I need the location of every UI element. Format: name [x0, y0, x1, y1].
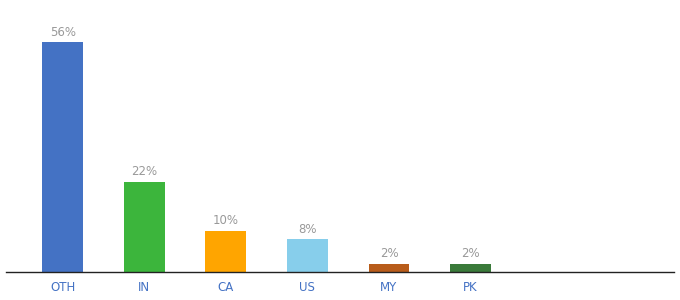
Text: 22%: 22%	[131, 165, 157, 178]
Text: 2%: 2%	[379, 247, 398, 260]
Text: 10%: 10%	[213, 214, 239, 227]
Bar	[124, 182, 165, 272]
Text: 8%: 8%	[298, 223, 317, 236]
Bar	[42, 42, 83, 272]
Bar	[369, 263, 409, 272]
Bar	[287, 239, 328, 272]
Text: 56%: 56%	[50, 26, 75, 39]
Text: 2%: 2%	[461, 247, 480, 260]
Bar	[205, 231, 246, 272]
Bar	[450, 263, 491, 272]
